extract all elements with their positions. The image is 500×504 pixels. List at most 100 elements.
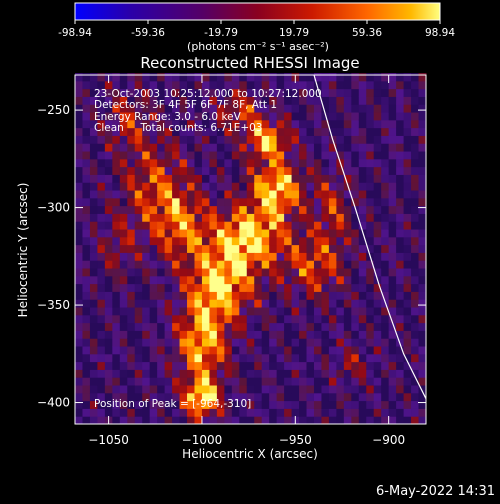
heatmap-cell: [97, 353, 106, 363]
heatmap-cell: [276, 361, 285, 370]
heatmap-cell: [104, 104, 113, 113]
heatmap-cell: [157, 283, 166, 292]
heatmap-cell: [284, 182, 293, 191]
heatmap-cell: [134, 112, 143, 121]
heatmap-cell: [261, 369, 270, 378]
heatmap-cell: [254, 80, 263, 90]
heatmap-cell: [284, 96, 293, 105]
heatmap-cell: [164, 299, 173, 308]
heatmap-cell: [82, 299, 91, 308]
heatmap-cell: [284, 197, 293, 207]
heatmap-cell: [239, 119, 248, 129]
heatmap-cell: [231, 377, 240, 386]
heatmap-cell: [343, 158, 352, 168]
heatmap-cell: [269, 73, 278, 82]
heatmap-cell: [179, 322, 188, 331]
heatmap-cell: [246, 268, 255, 277]
heatmap-cell: [306, 322, 315, 331]
heatmap-cell: [216, 213, 225, 222]
heatmap-cell: [358, 182, 367, 191]
heatmap-cell: [224, 143, 233, 152]
heatmap-cell: [104, 291, 113, 300]
heatmap-cell: [119, 73, 128, 82]
heatmap-cell: [336, 275, 345, 285]
heatmap-cell: [306, 338, 315, 347]
heatmap-cell: [164, 229, 173, 238]
heatmap-cell: [194, 291, 203, 300]
heatmap-cell: [112, 252, 121, 261]
heatmap-cell: [321, 275, 330, 285]
heatmap-cell: [82, 283, 91, 292]
heatmap-cell: [418, 236, 427, 246]
heatmap-cell: [321, 143, 330, 152]
heatmap-cell: [358, 338, 367, 347]
heatmap-cell: [149, 229, 158, 238]
x-tick-label: −1000: [182, 433, 223, 447]
heatmap-cell: [209, 283, 218, 292]
heatmap-cell: [216, 307, 225, 316]
heatmap-cell: [276, 112, 285, 121]
heatmap-cell: [127, 307, 136, 316]
heatmap-cell: [89, 151, 98, 160]
heatmap-cell: [388, 416, 397, 425]
heatmap-cell: [284, 80, 293, 90]
heatmap-cell: [239, 252, 248, 261]
heatmap-cell: [254, 158, 263, 168]
heatmap-cell: [246, 385, 255, 394]
heatmap-cell: [254, 104, 263, 113]
heatmap-cell: [373, 260, 382, 269]
heatmap-cell: [164, 244, 173, 253]
heatmap-cell: [104, 361, 113, 370]
heatmap-cell: [224, 416, 233, 425]
heatmap-cell: [284, 299, 293, 308]
heatmap-cell: [82, 104, 91, 113]
heatmap-cell: [284, 190, 293, 199]
heatmap-cell: [179, 143, 188, 152]
heatmap-cell: [351, 143, 360, 152]
heatmap-cell: [187, 400, 195, 409]
heatmap-cell: [134, 104, 143, 113]
heatmap-cell: [418, 369, 427, 378]
heatmap-cell: [209, 112, 218, 121]
heatmap-cell: [284, 346, 293, 355]
heatmap-cell: [127, 400, 136, 409]
heatmap-cell: [284, 314, 293, 324]
heatmap-cell: [313, 143, 322, 152]
heatmap-cell: [261, 197, 270, 207]
heatmap-cell: [351, 275, 360, 285]
heatmap-cell: [343, 385, 352, 394]
heatmap-cell: [89, 307, 98, 316]
heatmap-cell: [343, 166, 352, 175]
heatmap-cell: [104, 322, 113, 331]
heatmap-cell: [82, 166, 91, 175]
heatmap-cell: [381, 252, 390, 261]
heatmap-cell: [209, 353, 218, 363]
heatmap-cell: [284, 213, 293, 222]
heatmap-cell: [164, 127, 173, 136]
heatmap-cell: [187, 119, 195, 129]
heatmap-cell: [336, 88, 345, 97]
heatmap-cell: [313, 119, 322, 129]
heatmap-cell: [112, 174, 121, 183]
heatmap-cell: [306, 205, 315, 214]
heatmap-cell: [336, 299, 345, 308]
heatmap-cell: [313, 369, 322, 378]
heatmap-cell: [313, 377, 322, 386]
heatmap-cell: [284, 291, 293, 300]
heatmap-cell: [396, 127, 405, 136]
heatmap-cell: [209, 213, 218, 222]
heatmap-cell: [209, 182, 218, 191]
heatmap-cell: [321, 299, 330, 308]
heatmap-cell: [418, 330, 427, 339]
heatmap-cell: [164, 252, 173, 261]
heatmap-cell: [209, 369, 218, 378]
heatmap-cell: [179, 119, 188, 129]
heatmap-cell: [388, 307, 397, 316]
heatmap-cell: [157, 221, 166, 230]
heatmap-cell: [261, 252, 270, 261]
heatmap-cell: [209, 416, 218, 425]
heatmap-cell: [254, 127, 263, 136]
heatmap-cell: [194, 322, 203, 331]
heatmap-cell: [246, 346, 255, 355]
heatmap-cell: [284, 377, 293, 386]
